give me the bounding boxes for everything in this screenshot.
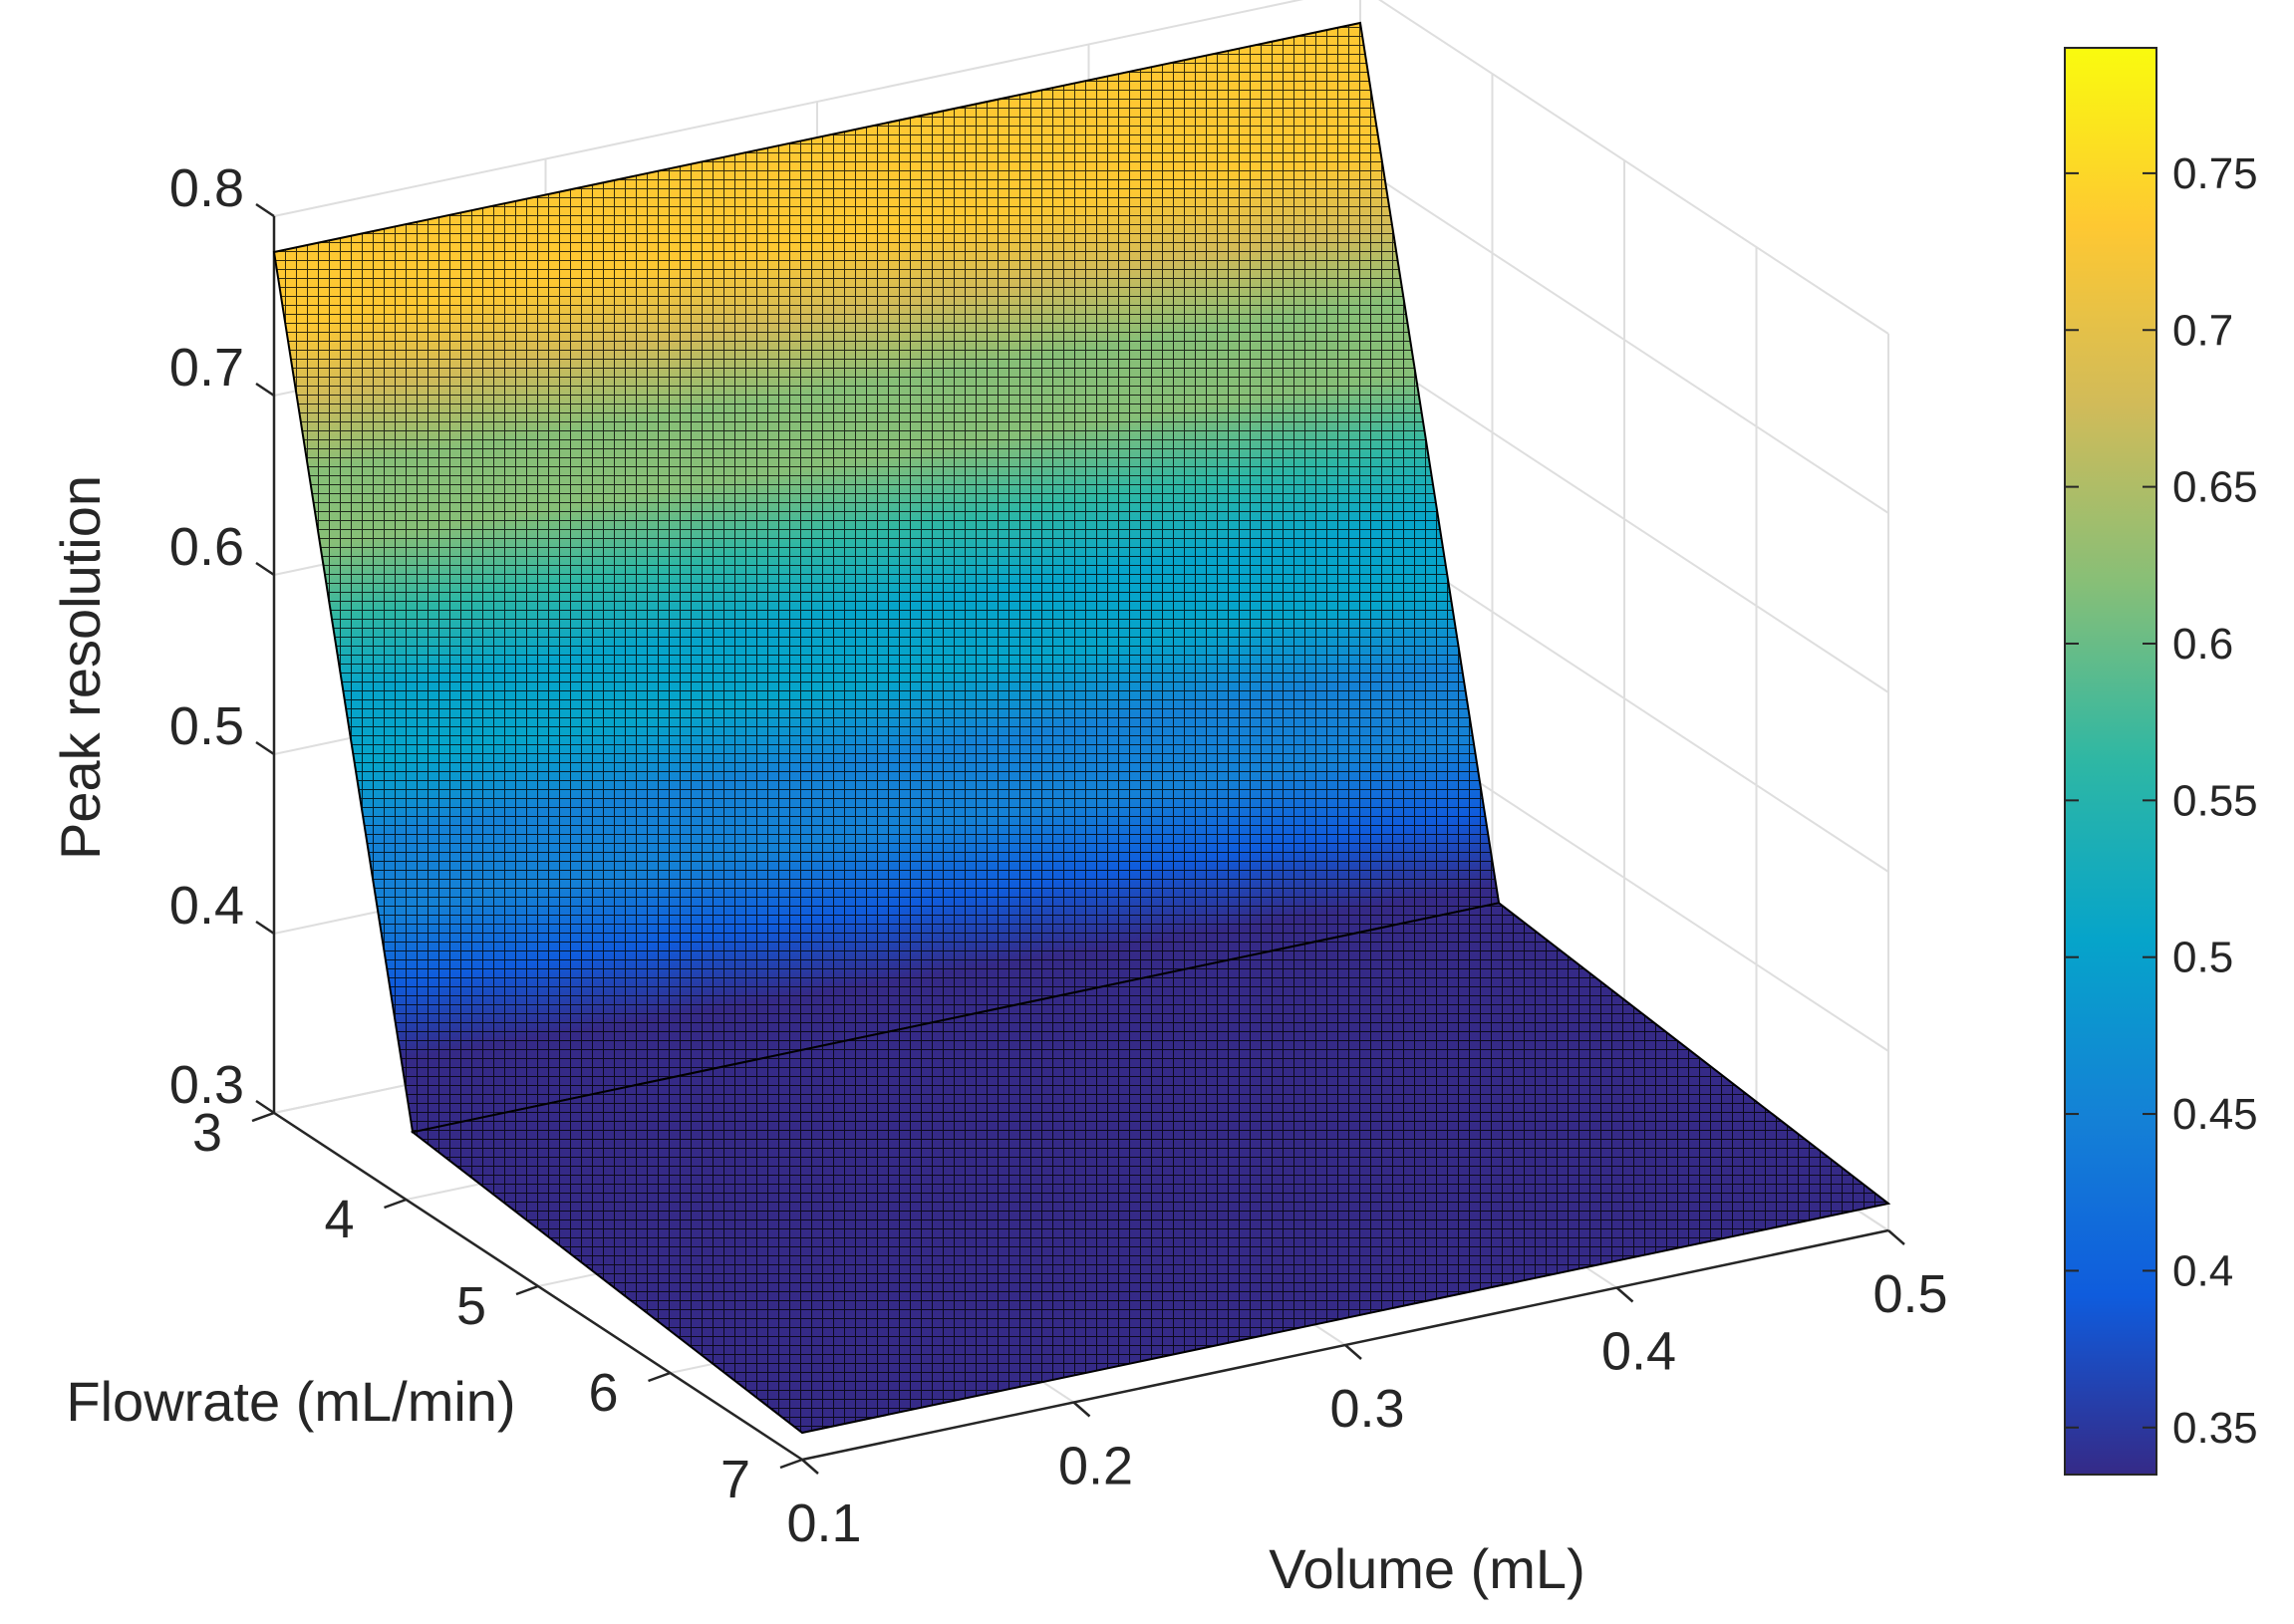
volume-tick-mark	[1344, 1344, 1362, 1360]
colorbar-tick-label: 0.65	[2172, 463, 2258, 512]
z-tick-label: 0.3	[169, 1055, 244, 1115]
colorbar-tick-label: 0.55	[2172, 776, 2258, 825]
colorbar: 0.35 0.4 0.45 0.5 0.55 0.6 0.65 0.7 0.75	[2064, 47, 2258, 1476]
z-tick-label: 0.6	[169, 517, 244, 577]
z-tick-mark	[255, 740, 275, 756]
z-grid-line	[273, 0, 1889, 335]
colorbar-bar	[2064, 47, 2157, 1476]
z-tick-label: 0.7	[169, 338, 244, 398]
colorbar-tick-label: 0.6	[2172, 620, 2233, 669]
surface-plot	[272, 21, 1891, 1435]
z-tick-labels: 0.3 0.4 0.5 0.6 0.7 0.8	[169, 158, 244, 1115]
volume-tick-labels: 0.1 0.2 0.3 0.4 0.5	[786, 1264, 1947, 1553]
flowrate-tick-mark	[648, 1371, 671, 1383]
volume-tick-label: 0.3	[1329, 1379, 1404, 1439]
volume-axis-label: Volume (mL)	[1269, 1537, 1584, 1600]
z-tick-mark	[255, 202, 275, 218]
z-tick-mark	[255, 382, 275, 398]
z-axis-label: Peak resolution	[49, 475, 112, 860]
flowrate-tick-label: 7	[720, 1450, 750, 1509]
flowrate-tick-label: 5	[456, 1276, 486, 1336]
z-tick-label: 0.8	[169, 158, 244, 218]
volume-tick-label: 0.2	[1058, 1437, 1133, 1496]
z-tick-label: 0.4	[169, 876, 244, 936]
flowrate-tick-labels: 3 4 5 6 7	[192, 1103, 750, 1509]
flowrate-tick-mark	[515, 1284, 539, 1296]
z-tick-label: 0.5	[169, 696, 244, 756]
axis-tick-labels: 0.3 0.4 0.5 0.6 0.7 0.8 3 4 5 6 7 0.1 0.2 0.3 0.4 0.5…	[49, 158, 1948, 1600]
volume-tick-mark	[801, 1459, 819, 1475]
flowrate-tick-mark	[251, 1111, 275, 1123]
volume-tick-label: 0.4	[1601, 1322, 1676, 1382]
tick-marks	[251, 202, 1905, 1475]
colorbar-tick-label: 0.4	[2172, 1246, 2233, 1295]
flowrate-tick-mark	[384, 1198, 407, 1210]
flowrate-axis-label: Flowrate (mL/min)	[66, 1370, 515, 1433]
colorbar-tick-label: 0.35	[2172, 1404, 2258, 1453]
colorbar-ticks: 0.35 0.4 0.45 0.5 0.55 0.6 0.65 0.7 0.75	[2065, 149, 2258, 1453]
z-tick-mark	[255, 561, 275, 577]
colorbar-tick-label: 0.75	[2172, 149, 2258, 198]
flowrate-tick-label: 3	[192, 1103, 222, 1163]
volume-tick-mark	[1887, 1229, 1905, 1245]
flowrate-tick-label: 6	[588, 1363, 618, 1423]
surface-mesh	[413, 903, 1889, 1433]
volume-tick-label: 0.1	[786, 1493, 861, 1553]
surface-mesh	[274, 23, 1500, 1133]
colorbar-tick-label: 0.7	[2172, 306, 2233, 355]
colorbar-tick-label: 0.5	[2172, 934, 2233, 982]
z-tick-mark	[255, 920, 275, 936]
colorbar-tick-label: 0.45	[2172, 1090, 2258, 1139]
z-tick-mark	[255, 1099, 275, 1115]
volume-tick-label: 0.5	[1872, 1264, 1947, 1324]
flowrate-tick-label: 4	[324, 1190, 354, 1249]
flowrate-tick-mark	[779, 1458, 803, 1470]
volume-tick-mark	[1072, 1401, 1091, 1418]
volume-tick-mark	[1615, 1286, 1634, 1303]
